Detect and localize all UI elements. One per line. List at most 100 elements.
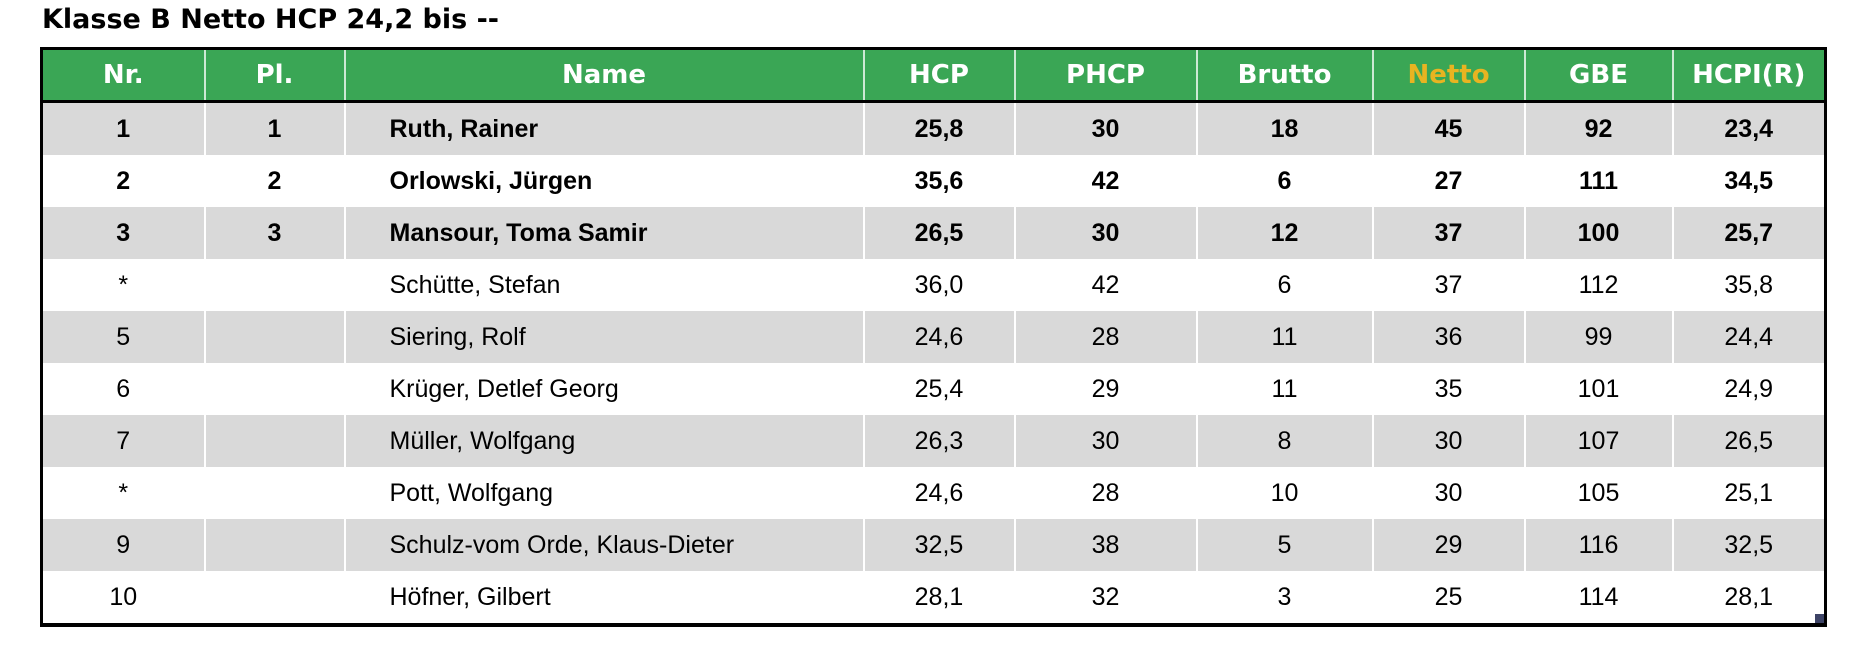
- cell-netto: 30: [1372, 415, 1526, 467]
- cell-name: Siering, Rolf: [344, 311, 865, 363]
- col-header-brutto: Brutto: [1196, 48, 1374, 103]
- cell-netto: 37: [1372, 259, 1526, 311]
- cell-brutto: 5: [1196, 519, 1374, 571]
- cell-hcp: 26,5: [863, 207, 1016, 259]
- cell-phcp: 30: [1014, 415, 1198, 467]
- cell-hcpi: 26,5: [1724, 426, 1774, 455]
- cell-hcp: 32,5: [863, 519, 1016, 571]
- cell-netto: 25: [1372, 571, 1526, 625]
- col-header-name: Name: [344, 48, 865, 103]
- cell-name: Schulz-vom Orde, Klaus-Dieter: [344, 519, 865, 571]
- col-header-gbe: GBE: [1524, 48, 1674, 103]
- cell-brutto: 6: [1196, 259, 1374, 311]
- cell-phcp: 29: [1014, 363, 1198, 415]
- cell-name: Orlowski, Jürgen: [344, 155, 865, 207]
- table-row: * Schütte, Stefan 36,0 42 6 37 112 35,8: [41, 259, 1826, 311]
- cell-nr: *: [41, 467, 206, 519]
- table-row: 9 Schulz-vom Orde, Klaus-Dieter 32,5 38 …: [41, 519, 1826, 571]
- cell-pl: 3: [204, 207, 346, 259]
- table-row: 3 3 Mansour, Toma Samir 26,5 30 12 37 10…: [41, 207, 1826, 259]
- cell-netto: 45: [1372, 101, 1526, 155]
- cell-nr: 10: [41, 571, 206, 625]
- cell-name: Mansour, Toma Samir: [344, 207, 865, 259]
- cell-brutto: 12: [1196, 207, 1374, 259]
- cell-gbe: 111: [1524, 155, 1674, 207]
- table-row: 5 Siering, Rolf 24,6 28 11 36 99 24,4: [41, 311, 1826, 363]
- cell-hcp: 28,1: [863, 571, 1016, 625]
- cell-nr: *: [41, 259, 206, 311]
- cell-pl: [204, 311, 346, 363]
- cell-nr: 1: [41, 101, 206, 155]
- cell-gbe: 114: [1524, 571, 1674, 625]
- header-row: Nr. Pl. Name HCP PHCP Brutto Netto GBE H…: [41, 48, 1826, 103]
- cell-netto: 36: [1372, 311, 1526, 363]
- cell-gbe: 101: [1524, 363, 1674, 415]
- cell-brutto: 11: [1196, 311, 1374, 363]
- cell-hcpi: 35,8: [1724, 270, 1774, 299]
- cell-gbe: 99: [1524, 311, 1674, 363]
- col-header-hcp: HCP: [863, 48, 1016, 103]
- cell-hcp: 25,8: [863, 101, 1016, 155]
- cell-gbe: 116: [1524, 519, 1674, 571]
- cell-nr: 9: [41, 519, 206, 571]
- cell-phcp: 28: [1014, 311, 1198, 363]
- cell-brutto: 11: [1196, 363, 1374, 415]
- col-header-phcp: PHCP: [1014, 48, 1198, 103]
- cell-name: Pott, Wolfgang: [344, 467, 865, 519]
- cell-phcp: 42: [1014, 259, 1198, 311]
- cell-name: Müller, Wolfgang: [344, 415, 865, 467]
- cell-phcp: 42: [1014, 155, 1198, 207]
- cell-name: Ruth, Rainer: [344, 101, 865, 155]
- cell-hcp: 26,3: [863, 415, 1016, 467]
- cell-nr: 2: [41, 155, 206, 207]
- page-title: Klasse B Netto HCP 24,2 bis --: [42, 4, 499, 35]
- cell-hcp: 25,4: [863, 363, 1016, 415]
- cell-phcp: 28: [1014, 467, 1198, 519]
- table-row: * Pott, Wolfgang 24,6 28 10 30 105 25,1: [41, 467, 1826, 519]
- cell-brutto: 10: [1196, 467, 1374, 519]
- cell-phcp: 32: [1014, 571, 1198, 625]
- cell-brutto: 8: [1196, 415, 1374, 467]
- cell-brutto: 18: [1196, 101, 1374, 155]
- cell-hcpi: 32,5: [1724, 530, 1774, 559]
- cell-pl: 2: [204, 155, 346, 207]
- cell-hcp: 24,6: [863, 467, 1016, 519]
- table-row: 10 Höfner, Gilbert 28,1 32 3 25 114 28,1: [41, 571, 1826, 625]
- col-header-nr: Nr.: [41, 48, 206, 103]
- cell-nr: 7: [41, 415, 206, 467]
- cell-pl: [204, 571, 346, 625]
- table-row: 2 2 Orlowski, Jürgen 35,6 42 6 27 111 34…: [41, 155, 1826, 207]
- cell-gbe: 112: [1524, 259, 1674, 311]
- cell-hcp: 35,6: [863, 155, 1016, 207]
- cell-pl: [204, 519, 346, 571]
- cell-pl: 1: [204, 101, 346, 155]
- cell-hcp: 24,6: [863, 311, 1016, 363]
- cell-gbe: 105: [1524, 467, 1674, 519]
- cell-hcpi: 28,1: [1724, 582, 1774, 611]
- cell-nr: 5: [41, 311, 206, 363]
- col-header-hcpi: HCPI(R): [1672, 48, 1826, 103]
- cell-gbe: 100: [1524, 207, 1674, 259]
- selection-fill-handle[interactable]: [1815, 614, 1824, 623]
- results-table-container: Nr. Pl. Name HCP PHCP Brutto Netto GBE H…: [40, 47, 1827, 627]
- table-row: 6 Krüger, Detlef Georg 25,4 29 11 35 101…: [41, 363, 1826, 415]
- results-table: Nr. Pl. Name HCP PHCP Brutto Netto GBE H…: [40, 47, 1827, 627]
- table-row: 7 Müller, Wolfgang 26,3 30 8 30 107 26,5: [41, 415, 1826, 467]
- cell-netto: 37: [1372, 207, 1526, 259]
- table-row: 1 1 Ruth, Rainer 25,8 30 18 45 92 23,4: [41, 101, 1826, 155]
- col-header-pl: Pl.: [204, 48, 346, 103]
- cell-hcpi: 25,7: [1724, 218, 1774, 247]
- cell-hcp: 36,0: [863, 259, 1016, 311]
- cell-pl: [204, 363, 346, 415]
- cell-netto: 27: [1372, 155, 1526, 207]
- cell-phcp: 30: [1014, 207, 1198, 259]
- cell-pl: [204, 415, 346, 467]
- cell-gbe: 92: [1524, 101, 1674, 155]
- cell-nr: 3: [41, 207, 206, 259]
- cell-hcpi: 34,5: [1724, 166, 1774, 195]
- cell-netto: 35: [1372, 363, 1526, 415]
- cell-netto: 30: [1372, 467, 1526, 519]
- cell-name: Krüger, Detlef Georg: [344, 363, 865, 415]
- cell-gbe: 107: [1524, 415, 1674, 467]
